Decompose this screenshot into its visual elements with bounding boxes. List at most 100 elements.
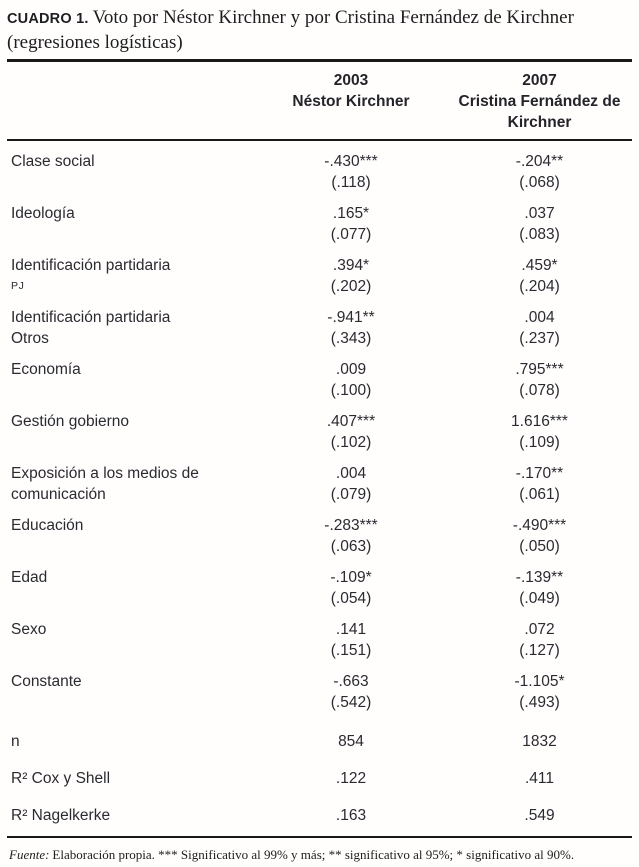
- source-label: Fuente:: [9, 847, 50, 862]
- cell-2007: .037 (.083): [447, 203, 632, 245]
- row-label-line1: Exposición a los medios de: [11, 465, 199, 482]
- row-label: Ideología: [7, 203, 255, 245]
- standard-error: (.202): [330, 278, 372, 295]
- column-year: 2007: [522, 72, 557, 89]
- standard-error: (.204): [519, 278, 560, 295]
- row-label: Constante: [7, 671, 255, 713]
- table-caption: CUADRO 1. Voto por Néstor Kirchner y por …: [7, 6, 632, 55]
- row-label: Economía: [7, 359, 255, 401]
- coefficient: .459*: [521, 257, 558, 274]
- coefficient: -.204**: [515, 153, 564, 170]
- cell-2007: -.490*** (.050): [447, 515, 632, 557]
- cell-2007: -1.105* (.493): [447, 671, 632, 713]
- coefficient: -.490***: [512, 517, 567, 534]
- row-label: Sexo: [7, 619, 255, 661]
- column-candidate: Néstor Kirchner: [292, 93, 410, 110]
- row-label-line1: Educación: [11, 517, 84, 534]
- row-label: Edad: [7, 567, 255, 609]
- coefficient: 1.616***: [511, 413, 568, 430]
- standard-error: (.102): [330, 434, 372, 451]
- standard-error: (.083): [519, 226, 560, 243]
- stat-2003: .122: [335, 770, 367, 787]
- coefficient: .795***: [515, 361, 564, 378]
- coefficient: -.430***: [324, 153, 378, 170]
- table-row-exposicion-medios: Exposición a los medios de comunicación …: [7, 463, 632, 505]
- cell-2007: -.204** (.068): [447, 151, 632, 193]
- standard-error: (.078): [519, 382, 560, 399]
- stat-row-r2-nagelkerke: R² Nagelkerke .163 .549: [7, 797, 632, 834]
- cell-2003: .004 (.079): [255, 463, 447, 505]
- table-row-economia: Economía .009 (.100) .795*** (.078): [7, 359, 632, 401]
- row-label: Clase social: [7, 151, 255, 193]
- header-spacer: [7, 70, 255, 133]
- standard-error: (.061): [519, 486, 560, 503]
- standard-error: (.068): [519, 174, 560, 191]
- standard-error: (.118): [331, 174, 371, 191]
- column-candidate: Cristina Fernández de Kirchner: [458, 93, 621, 131]
- coefficient: -.139**: [515, 569, 564, 586]
- standard-error: (.050): [519, 538, 560, 555]
- column-header-2007: 2007 Cristina Fernández de Kirchner: [447, 70, 632, 133]
- cell-2003: .394* (.202): [255, 255, 447, 297]
- standard-error: (.127): [519, 642, 560, 659]
- standard-error: (.100): [330, 382, 372, 399]
- cell-2007: .795*** (.078): [447, 359, 632, 401]
- footnote-text: Elaboración propia. *** Significativo al…: [52, 847, 575, 862]
- coefficient: .407***: [326, 413, 376, 430]
- standard-error: (.079): [330, 486, 372, 503]
- standard-error: (.493): [519, 694, 560, 711]
- row-label-line1: Identificación partidaria: [11, 257, 171, 274]
- table-row-gestion-gobierno: Gestión gobierno .407*** (.102) 1.616***…: [7, 411, 632, 453]
- stat-2007: 1832: [522, 733, 557, 750]
- row-label-line1: Ideología: [11, 205, 75, 222]
- row-label: Educación: [7, 515, 255, 557]
- table-caption-line2: (regresiones logísticas): [7, 32, 183, 53]
- cell-2007: .004 (.237): [447, 307, 632, 349]
- stat-2007: .411: [524, 770, 555, 787]
- coefficient: -.283***: [324, 517, 378, 534]
- standard-error: (.049): [519, 590, 560, 607]
- coefficient: -.109*: [330, 569, 372, 586]
- table-row-identificacion-otros: Identificación partidaria Otros -.941** …: [7, 307, 632, 349]
- coefficient: -.663: [333, 673, 369, 690]
- table-title-text: Voto por Néstor Kirchner y por Cristina …: [92, 7, 574, 28]
- cell-2007: 1.616*** (.109): [447, 411, 632, 453]
- standard-error: (.151): [330, 642, 372, 659]
- row-label-line2: comunicación: [11, 486, 106, 503]
- table-caption-line1: CUADRO 1. Voto por Néstor Kirchner y por …: [7, 6, 632, 31]
- stat-2003: .163: [335, 807, 367, 824]
- coefficient: .009: [335, 361, 367, 378]
- table-body: Clase social -.430*** (.118) -.204** (.0…: [7, 141, 632, 713]
- column-header-2003: 2003 Néstor Kirchner: [255, 70, 447, 133]
- stat-label: R² Nagelkerke: [11, 807, 111, 824]
- cell-2007: -.139** (.049): [447, 567, 632, 609]
- cell-2007: -.170** (.061): [447, 463, 632, 505]
- standard-error: (.109): [519, 434, 560, 451]
- stat-2003: 854: [338, 733, 364, 750]
- cell-2003: .009 (.100): [255, 359, 447, 401]
- cell-2003: .407*** (.102): [255, 411, 447, 453]
- coefficient: -.941**: [327, 309, 375, 326]
- table-row-ideologia: Ideología .165* (.077) .037 (.083): [7, 203, 632, 245]
- row-label-line1: Clase social: [11, 153, 95, 170]
- table-stats: n 854 1832 R² Cox y Shell .122 .411 R² N…: [7, 723, 632, 834]
- row-label-line1: Gestión gobierno: [11, 413, 130, 430]
- column-year: 2003: [333, 72, 369, 89]
- table-number-label: CUADRO 1.: [7, 11, 89, 27]
- standard-error: (.542): [330, 694, 372, 711]
- row-label-line1: Edad: [11, 569, 48, 586]
- cell-2003: .165* (.077): [255, 203, 447, 245]
- cell-2003: -.941** (.343): [255, 307, 447, 349]
- row-label-line1: Identificación partidaria: [11, 309, 171, 326]
- stat-label: R² Cox y Shell: [11, 770, 111, 787]
- standard-error: (.063): [330, 538, 372, 555]
- coefficient: .165*: [332, 205, 370, 222]
- coefficient: .394*: [332, 257, 370, 274]
- cell-2003: -.283*** (.063): [255, 515, 447, 557]
- standard-error: (.237): [519, 330, 560, 347]
- standard-error: (.343): [330, 330, 372, 347]
- table-row-identificacion-pj: Identificación partidaria PJ .394* (.202…: [7, 255, 632, 297]
- coefficient: .004: [524, 309, 555, 326]
- row-label: Gestión gobierno: [7, 411, 255, 453]
- row-label: Identificación partidaria PJ: [7, 255, 255, 297]
